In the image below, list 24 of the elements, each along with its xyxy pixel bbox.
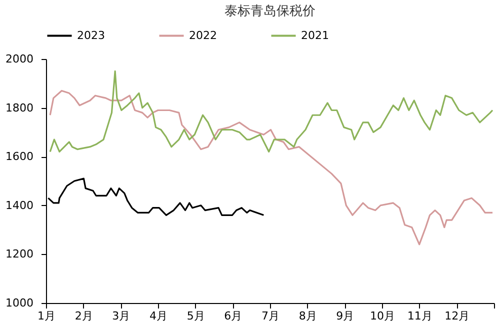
- line-series: [49, 70, 494, 153]
- x-tick-label: 11月: [407, 310, 432, 322]
- y-tick-label: 1800: [6, 101, 34, 114]
- x-tick-label: 5月: [186, 310, 205, 322]
- legend-label: 2023: [77, 28, 105, 42]
- x-tick-label: 4月: [150, 310, 168, 322]
- x-tick-label: 2月: [74, 310, 93, 322]
- y-tick-label: 1400: [6, 198, 34, 212]
- y-tick-label: 1000: [6, 296, 34, 310]
- line-series: [49, 90, 494, 246]
- x-tick-label: 12月: [444, 310, 470, 322]
- y-tick-label: 1200: [6, 248, 34, 261]
- legend-label: 2021: [301, 28, 329, 42]
- x-tick-label: 9月: [336, 310, 354, 322]
- x-tick-label: 1月: [38, 310, 56, 322]
- y-tick-label: 2000: [6, 52, 34, 66]
- y-tick-label: 1600: [6, 150, 34, 164]
- x-tick-label: 10月: [370, 310, 395, 322]
- x-tick-label: 6月: [224, 310, 242, 322]
- x-tick-label: 3月: [112, 310, 130, 322]
- x-tick-label: 7月: [262, 310, 280, 322]
- legend-label: 2022: [189, 28, 217, 42]
- x-tick-label: 8月: [298, 310, 317, 322]
- chart-title: 泰标青岛保税价: [224, 4, 316, 19]
